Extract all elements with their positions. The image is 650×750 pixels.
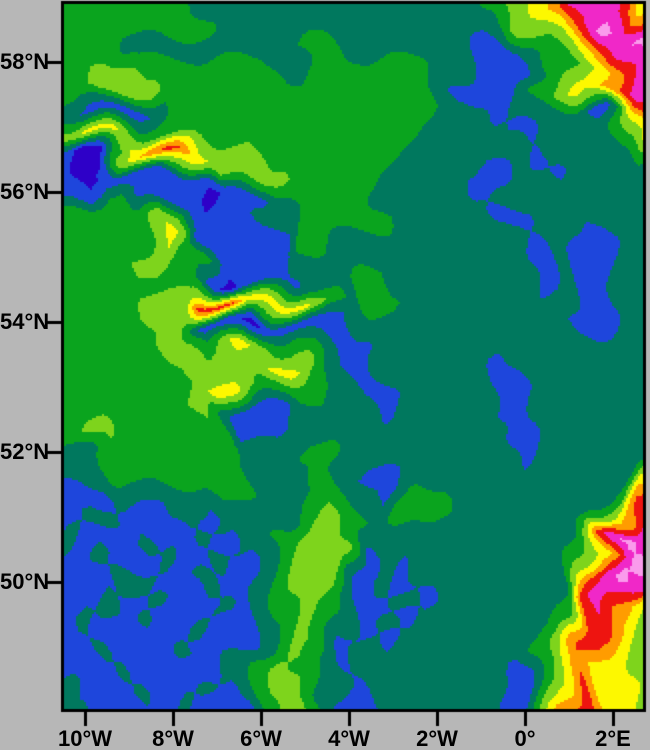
y-tick-label: 56°N	[0, 179, 50, 204]
x-tick-label: 10°W	[57, 726, 113, 750]
y-tick-label: 58°N	[0, 49, 50, 74]
x-tick-label: 2°E	[595, 726, 631, 750]
x-tick-label: 8°W	[152, 726, 194, 750]
x-tick-label: 4°W	[328, 726, 370, 750]
x-tick-label: 6°W	[240, 726, 282, 750]
x-tick-label: 2°W	[416, 726, 458, 750]
x-tick-label: 0°	[514, 726, 536, 750]
y-tick-label: 52°N	[0, 439, 50, 464]
y-tick-label: 50°N	[0, 569, 50, 594]
y-tick-label: 54°N	[0, 309, 50, 334]
